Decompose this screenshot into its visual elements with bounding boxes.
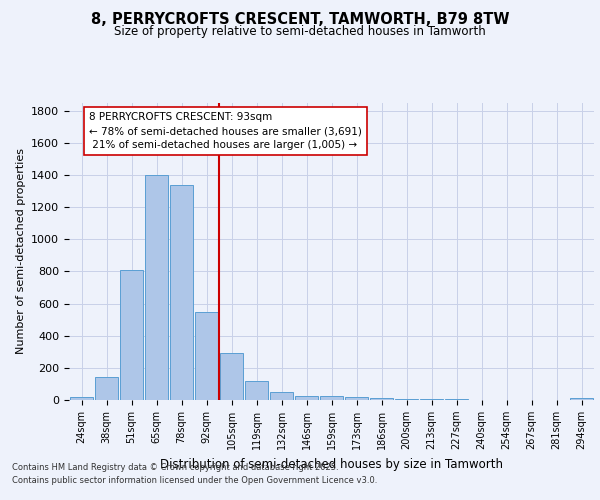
Bar <box>295 396 318 400</box>
Bar <box>120 270 143 400</box>
Bar <box>345 397 368 400</box>
Bar <box>570 398 593 400</box>
Bar <box>70 397 93 400</box>
Text: Contains HM Land Registry data © Crown copyright and database right 2025.: Contains HM Land Registry data © Crown c… <box>12 462 338 471</box>
Bar <box>320 396 343 400</box>
Bar <box>195 312 218 400</box>
Bar <box>370 398 393 400</box>
Text: Size of property relative to semi-detached houses in Tamworth: Size of property relative to semi-detach… <box>114 25 486 38</box>
Y-axis label: Number of semi-detached properties: Number of semi-detached properties <box>16 148 26 354</box>
Text: 8 PERRYCROFTS CRESCENT: 93sqm
← 78% of semi-detached houses are smaller (3,691)
: 8 PERRYCROFTS CRESCENT: 93sqm ← 78% of s… <box>89 112 362 150</box>
Bar <box>170 186 193 400</box>
Bar <box>145 175 168 400</box>
Bar <box>95 376 118 400</box>
Bar <box>270 392 293 400</box>
X-axis label: Distribution of semi-detached houses by size in Tamworth: Distribution of semi-detached houses by … <box>160 458 503 470</box>
Text: 8, PERRYCROFTS CRESCENT, TAMWORTH, B79 8TW: 8, PERRYCROFTS CRESCENT, TAMWORTH, B79 8… <box>91 12 509 28</box>
Bar <box>445 399 468 400</box>
Bar <box>395 399 418 400</box>
Bar <box>245 380 268 400</box>
Bar <box>420 399 443 400</box>
Text: Contains public sector information licensed under the Open Government Licence v3: Contains public sector information licen… <box>12 476 377 485</box>
Bar <box>220 352 243 400</box>
